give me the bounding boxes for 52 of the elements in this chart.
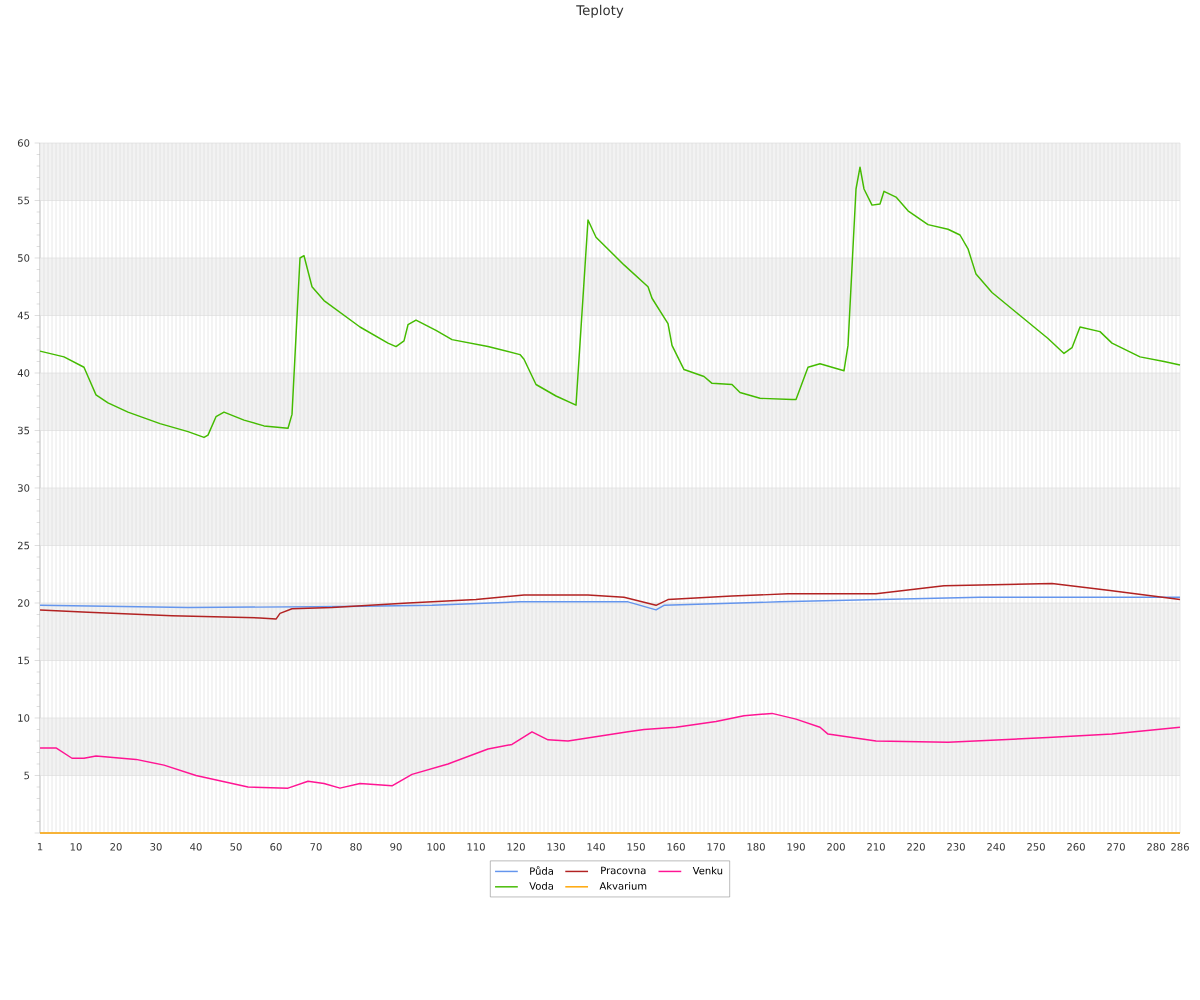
x-tick-label: 60 [270, 843, 282, 851]
x-tick-label: 220 [907, 843, 925, 851]
y-tick-label: 60 [17, 139, 30, 147]
line-series [39, 596, 1181, 611]
y-tick-label: 35 [17, 426, 30, 435]
x-tick-label: 190 [787, 843, 805, 851]
y-tick-label: 30 [17, 484, 30, 492]
x-tick-label: 120 [507, 843, 525, 851]
x-tick-label: 80 [350, 843, 362, 851]
x-tick-label: 170 [707, 843, 725, 851]
y-tick-label: 15 [18, 656, 30, 665]
x-tick-label: 150 [627, 843, 645, 851]
x-tick-label: 270 [1107, 843, 1125, 851]
x-tick-label: 100 [427, 843, 445, 851]
y-tick-label: 25 [17, 541, 30, 550]
x-tick-label: 140 [587, 843, 605, 851]
legend-label: Akvarium [599, 882, 647, 890]
x-tick-label: 286 [1171, 843, 1189, 851]
x-tick-label: 250 [1027, 843, 1045, 851]
x-tick-label: 10 [70, 843, 82, 851]
x-tick-label: 70 [310, 843, 322, 851]
x-tick-label: 200 [827, 843, 845, 851]
line-series [39, 712, 1181, 789]
x-tick-label: 40 [190, 843, 202, 851]
line-series [39, 166, 1181, 439]
x-tick-label: 240 [987, 843, 1005, 851]
legend-label: Venku [692, 866, 723, 875]
x-tick-label: 210 [867, 843, 885, 851]
x-tick-label: 160 [667, 843, 685, 851]
legend-label: Voda [529, 882, 553, 890]
y-tick-label: 40 [17, 369, 30, 377]
x-tick-label: 230 [947, 843, 965, 851]
x-tick-label: 260 [1067, 843, 1085, 851]
x-tick-label: 110 [467, 843, 485, 851]
x-tick-label: 180 [747, 843, 765, 851]
x-tick-label: 20 [110, 843, 122, 851]
x-tick-label: 90 [390, 843, 402, 851]
y-tick-label: 5 [24, 771, 30, 780]
line-series [39, 582, 1181, 620]
y-tick-label: 50 [18, 254, 30, 262]
x-tick-label: 280 [1147, 843, 1165, 851]
y-tick-label: 55 [18, 196, 30, 205]
legend-label: Pracovna [601, 866, 646, 875]
x-tick-label: 130 [547, 843, 565, 851]
x-tick-label: 30 [150, 843, 162, 851]
legend-label: Půda [530, 866, 553, 875]
chart-title: Teploty [576, 4, 624, 18]
y-tick-label: 20 [17, 599, 30, 607]
x-tick-label: 50 [230, 843, 242, 851]
y-tick-label: 10 [18, 714, 30, 722]
y-tick-label: 45 [17, 311, 30, 320]
x-tick-label: 1 [37, 843, 43, 851]
